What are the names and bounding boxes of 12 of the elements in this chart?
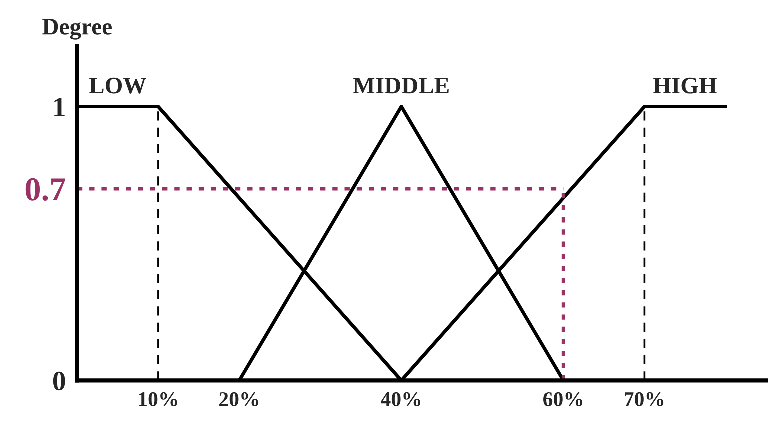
- y-tick-label: 1: [54, 98, 65, 116]
- y-axis-title: Degree: [42, 19, 112, 40]
- series-label: LOW: [89, 78, 146, 94]
- x-tick-label: 70%: [625, 392, 664, 407]
- x-tick-label: 10%: [139, 392, 178, 407]
- y-tick-label: 0: [53, 372, 66, 391]
- x-tick-label: 20%: [220, 392, 258, 407]
- x-tick-label: 60%: [544, 392, 583, 407]
- series-label: MIDDLE: [353, 78, 449, 94]
- series-label: HIGH: [653, 78, 717, 94]
- x-tick-label: 40%: [381, 392, 420, 407]
- y-tick-label: 0.7: [26, 178, 66, 201]
